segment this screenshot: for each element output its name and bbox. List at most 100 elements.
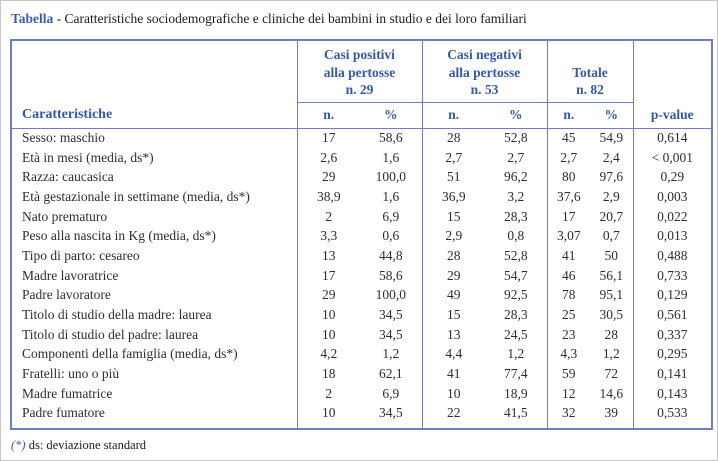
cell-pvalue: 0,488 [632, 246, 713, 266]
table-row: Padre fumatore 10 34,5 22 41,5 32 39 0,5… [11, 403, 713, 429]
subheader-negativi-pct: % [485, 102, 548, 129]
cell-negativi-n: 51 [421, 167, 485, 188]
cell-positivi-n: 4,2 [296, 344, 360, 365]
cell-totale-n: 37,6 [546, 187, 591, 207]
row-label: Età in mesi (media, ds*) [22, 149, 154, 165]
cell-positivi-pct: 1,6 [382, 149, 400, 165]
cell-positivi-pct: 1,2 [382, 346, 400, 362]
cell-positivi-n: 18 [296, 364, 360, 384]
row-label: Nato prematuro [22, 208, 108, 224]
cell-negativi-pct: 52,8 [503, 247, 528, 263]
cell-totale-n: 17 [546, 206, 591, 227]
cell-totale-pct: 0,7 [602, 228, 620, 244]
sub-header-row: n. % n. % n. % [11, 102, 712, 129]
cell-totale-n: 25 [546, 305, 591, 325]
column-header-pvalue: p-value [632, 40, 713, 129]
cell-totale-n: 32 [546, 403, 591, 429]
cell-totale-pct: 56,1 [599, 267, 624, 283]
cell-positivi-pct: 34,5 [378, 326, 403, 342]
cell-positivi-pct: 6,9 [382, 208, 400, 224]
cell-positivi-n: 2 [296, 206, 360, 227]
cell-totale-pct: 50 [604, 247, 619, 263]
cell-negativi-n: 49 [421, 285, 485, 306]
column-header-casi-positivi: Casi positivi alla pertosse n. 29 [296, 40, 422, 103]
cell-positivi-pct: 58,6 [378, 130, 403, 146]
footnote: (*) ds: deviazione standard [11, 438, 710, 453]
table-row: Nato prematuro 2 6,9 15 28,3 17 20,7 0,0… [11, 206, 713, 227]
cell-totale-n: 80 [546, 167, 591, 188]
cell-negativi-n: 2,7 [421, 147, 485, 168]
row-label: Componenti della famiglia (media, ds*) [22, 346, 238, 362]
cell-totale-n: 45 [546, 128, 591, 148]
cell-totale-n: 78 [546, 285, 591, 306]
cell-positivi-pct: 34,5 [378, 404, 403, 420]
cell-negativi-pct: 1,2 [507, 346, 525, 362]
cell-totale-pct: 28 [604, 326, 619, 342]
cell-positivi-n: 17 [296, 128, 360, 148]
cell-positivi-n: 10 [296, 324, 360, 345]
cell-pvalue: 0,337 [632, 324, 713, 345]
cell-totale-pct: 39 [604, 404, 619, 420]
cell-positivi-pct: 100,0 [375, 169, 406, 185]
cell-totale-n: 46 [546, 265, 591, 286]
cell-pvalue: 0,295 [632, 344, 713, 365]
footnote-marker: (*) [11, 437, 26, 452]
row-label: Titolo di studio del padre: laurea [22, 326, 199, 342]
cell-negativi-pct: 41,5 [503, 404, 528, 420]
row-label: Padre fumatore [22, 404, 105, 420]
cell-negativi-n: 36,9 [421, 187, 485, 207]
cell-negativi-pct: 52,8 [503, 130, 528, 146]
cell-negativi-pct: 0,8 [507, 228, 525, 244]
cell-negativi-pct: 2,7 [507, 149, 525, 165]
cell-pvalue: 0,013 [632, 226, 713, 247]
cell-negativi-n: 13 [421, 324, 485, 345]
cell-negativi-n: 15 [421, 206, 485, 227]
subheader-positivi-pct: % [360, 102, 422, 129]
cell-pvalue: 0,143 [632, 383, 713, 404]
table-row: Fratelli: uno o più 18 62,1 41 77,4 59 7… [11, 364, 713, 384]
cell-negativi-pct: 96,2 [503, 169, 528, 185]
cell-totale-n: 2,7 [546, 147, 591, 168]
cell-positivi-n: 38,9 [296, 187, 360, 207]
cell-negativi-pct: 3,2 [507, 188, 525, 204]
table-row: Peso alla nascita in Kg (media, ds*) 3,3… [11, 226, 713, 247]
cell-positivi-pct: 34,5 [378, 307, 403, 323]
cell-totale-pct: 95,1 [599, 287, 624, 303]
cell-totale-n: 12 [546, 383, 591, 404]
cell-negativi-n: 28 [421, 246, 485, 266]
cell-negativi-n: 28 [421, 128, 485, 148]
cell-positivi-n: 10 [296, 403, 360, 429]
cell-totale-pct: 2,4 [602, 149, 620, 165]
row-label: Fratelli: uno o più [22, 366, 120, 382]
cell-positivi-n: 3,3 [296, 226, 360, 247]
cell-pvalue: 0,733 [632, 265, 713, 286]
row-label: Peso alla nascita in Kg (media, ds*) [22, 228, 216, 244]
characteristics-table: Caratteristiche Casi positivi alla perto… [10, 39, 714, 430]
cell-totale-pct: 14,6 [599, 385, 624, 401]
cell-totale-n: 3,07 [546, 226, 591, 247]
cell-negativi-n: 22 [421, 403, 485, 429]
cell-positivi-n: 17 [296, 265, 360, 286]
row-label: Età gestazionale in settimane (media, ds… [22, 188, 250, 204]
subheader-negativi-n: n. [421, 102, 485, 129]
table-row: Madre lavoratrice 17 58,6 29 54,7 46 56,… [11, 265, 713, 286]
cell-totale-pct: 2,9 [602, 188, 620, 204]
caption-label: Tabella [11, 11, 54, 26]
cell-negativi-pct: 77,4 [503, 366, 528, 382]
cell-pvalue: 0,29 [632, 167, 713, 188]
cell-negativi-pct: 54,7 [503, 267, 528, 283]
cell-positivi-n: 10 [296, 305, 360, 325]
cell-totale-pct: 20,7 [599, 208, 624, 224]
table-row: Sesso: maschio 17 58,6 28 52,8 45 54,9 0… [11, 128, 713, 148]
table-row: Razza: caucasica 29 100,0 51 96,2 80 97,… [11, 167, 713, 188]
cell-pvalue: 0,129 [632, 285, 713, 306]
group-header-row: Caratteristiche Casi positivi alla perto… [11, 40, 713, 129]
cell-totale-pct: 97,6 [599, 169, 624, 185]
cell-negativi-pct: 18,9 [503, 385, 528, 401]
cell-negativi-pct: 28,3 [503, 208, 528, 224]
cell-totale-n: 41 [546, 246, 591, 266]
table-row: Età gestazionale in settimane (media, ds… [11, 187, 713, 207]
cell-positivi-n: 13 [296, 246, 360, 266]
cell-totale-n: 59 [546, 364, 591, 384]
cell-negativi-pct: 28,3 [503, 307, 528, 323]
